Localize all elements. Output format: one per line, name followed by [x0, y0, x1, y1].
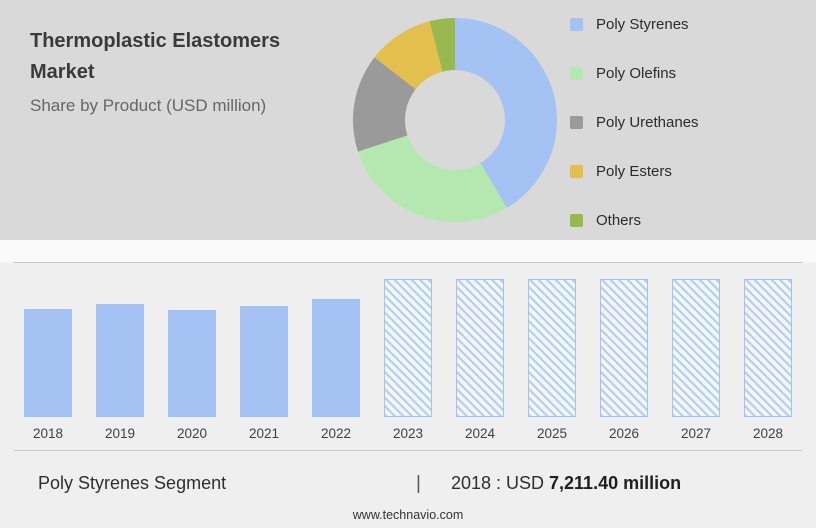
- chart-footer-divider: [14, 450, 802, 451]
- bar-slot: [528, 279, 576, 417]
- history-bar: [312, 299, 360, 417]
- legend-swatch-icon: [570, 165, 583, 178]
- bar-group: 2022: [312, 279, 360, 441]
- x-axis-label: 2023: [392, 426, 424, 441]
- history-bar: [168, 310, 216, 417]
- website-url: www.technavio.com: [352, 508, 464, 522]
- history-bar: [24, 309, 72, 417]
- separator: |: [416, 473, 421, 494]
- legend-swatch-icon: [570, 116, 583, 129]
- legend-item: Poly Urethanes: [570, 114, 699, 131]
- forecast-bar: [600, 279, 648, 417]
- forecast-bar: [384, 279, 432, 417]
- bar-slot: [168, 279, 216, 417]
- chart-subtitle: Share by Product (USD million): [30, 96, 267, 115]
- footer-summary: Poly Styrenes Segment | 2018 : USD 7,211…: [0, 451, 816, 495]
- legend-label: Poly Styrenes: [596, 16, 689, 33]
- x-axis-label: 2019: [104, 426, 136, 441]
- legend-label: Others: [596, 212, 642, 229]
- header-panel: Thermoplastic Elastomers Market Share by…: [0, 0, 816, 240]
- forecast-bar: [528, 279, 576, 417]
- legend-swatch-icon: [570, 214, 583, 227]
- legend-label: Poly Esters: [596, 163, 672, 180]
- legend-label: Poly Olefins: [596, 65, 677, 82]
- x-axis-label: 2027: [680, 426, 712, 441]
- bar-group: 2021: [240, 279, 288, 441]
- bar-group: 2020: [168, 279, 216, 441]
- forecast-bar: [456, 279, 504, 417]
- bar-group: 2028: [744, 279, 792, 441]
- donut-hole: [405, 70, 505, 170]
- bar-group: 2018: [24, 279, 72, 441]
- bar-slot: [600, 279, 648, 417]
- history-bar: [96, 303, 144, 417]
- bar-group: 2027: [672, 279, 720, 441]
- segment-value: 2018 : USD 7,211.40 million: [451, 473, 681, 494]
- x-axis-label: 2026: [608, 426, 640, 441]
- x-axis-label: 2020: [176, 426, 208, 441]
- legend-item: Others: [570, 212, 699, 229]
- segment-label: Poly Styrenes Segment: [38, 473, 227, 493]
- legend-label: Poly Urethanes: [596, 114, 699, 131]
- title-line-1: Thermoplastic Elastomers: [30, 30, 281, 52]
- legend-item: Poly Olefins: [570, 65, 699, 82]
- bar-slot: [312, 279, 360, 417]
- lower-panel: 2018 2019 2020 2021 2022 2023 2024 2025 2026 2027…: [0, 240, 816, 528]
- bar-group: 2024: [456, 279, 504, 441]
- history-bar: [240, 305, 288, 417]
- bar-slot: [744, 279, 792, 417]
- legend-swatch-icon: [570, 67, 583, 80]
- page-title: Thermoplastic Elastomers Market: [30, 26, 280, 88]
- value-prefix: 2018 : USD: [450, 473, 544, 493]
- title-block: Thermoplastic Elastomers Market Share by…: [30, 26, 280, 116]
- x-axis-label: 2018: [32, 426, 64, 441]
- bar-slot: [96, 279, 144, 417]
- bar-group: 2023: [384, 279, 432, 441]
- forecast-bar: [744, 279, 792, 417]
- x-axis-label: 2024: [464, 426, 496, 441]
- title-line-2: Market: [30, 61, 95, 83]
- bar-slot: [240, 279, 288, 417]
- donut-chart: [353, 18, 557, 222]
- legend: Poly Styrenes Poly Olefins Poly Urethanes P…: [570, 16, 699, 229]
- bar-group: 2026: [600, 279, 648, 441]
- bar-chart: 2018 2019 2020 2021 2022 2023 2024 2025 2026 2027…: [14, 262, 802, 441]
- forecast-bar: [672, 279, 720, 417]
- bar-slot: [456, 279, 504, 417]
- x-axis-label: 2021: [248, 426, 280, 441]
- legend-item: Poly Esters: [570, 163, 699, 180]
- bar-group: 2025: [528, 279, 576, 441]
- panel-gap: [0, 240, 816, 262]
- x-axis-label: 2022: [320, 426, 352, 441]
- x-axis-label: 2028: [752, 426, 784, 441]
- value-amount: 7,211.40 million: [549, 473, 682, 493]
- legend-swatch-icon: [570, 18, 583, 31]
- bar-slot: [672, 279, 720, 417]
- bar-group: 2019: [96, 279, 144, 441]
- legend-item: Poly Styrenes: [570, 16, 699, 33]
- bar-slot: [24, 279, 72, 417]
- bar-series: 2018 2019 2020 2021 2022 2023 2024 2025 2026 2027…: [24, 279, 792, 441]
- x-axis-label: 2025: [536, 426, 568, 441]
- bar-slot: [384, 279, 432, 417]
